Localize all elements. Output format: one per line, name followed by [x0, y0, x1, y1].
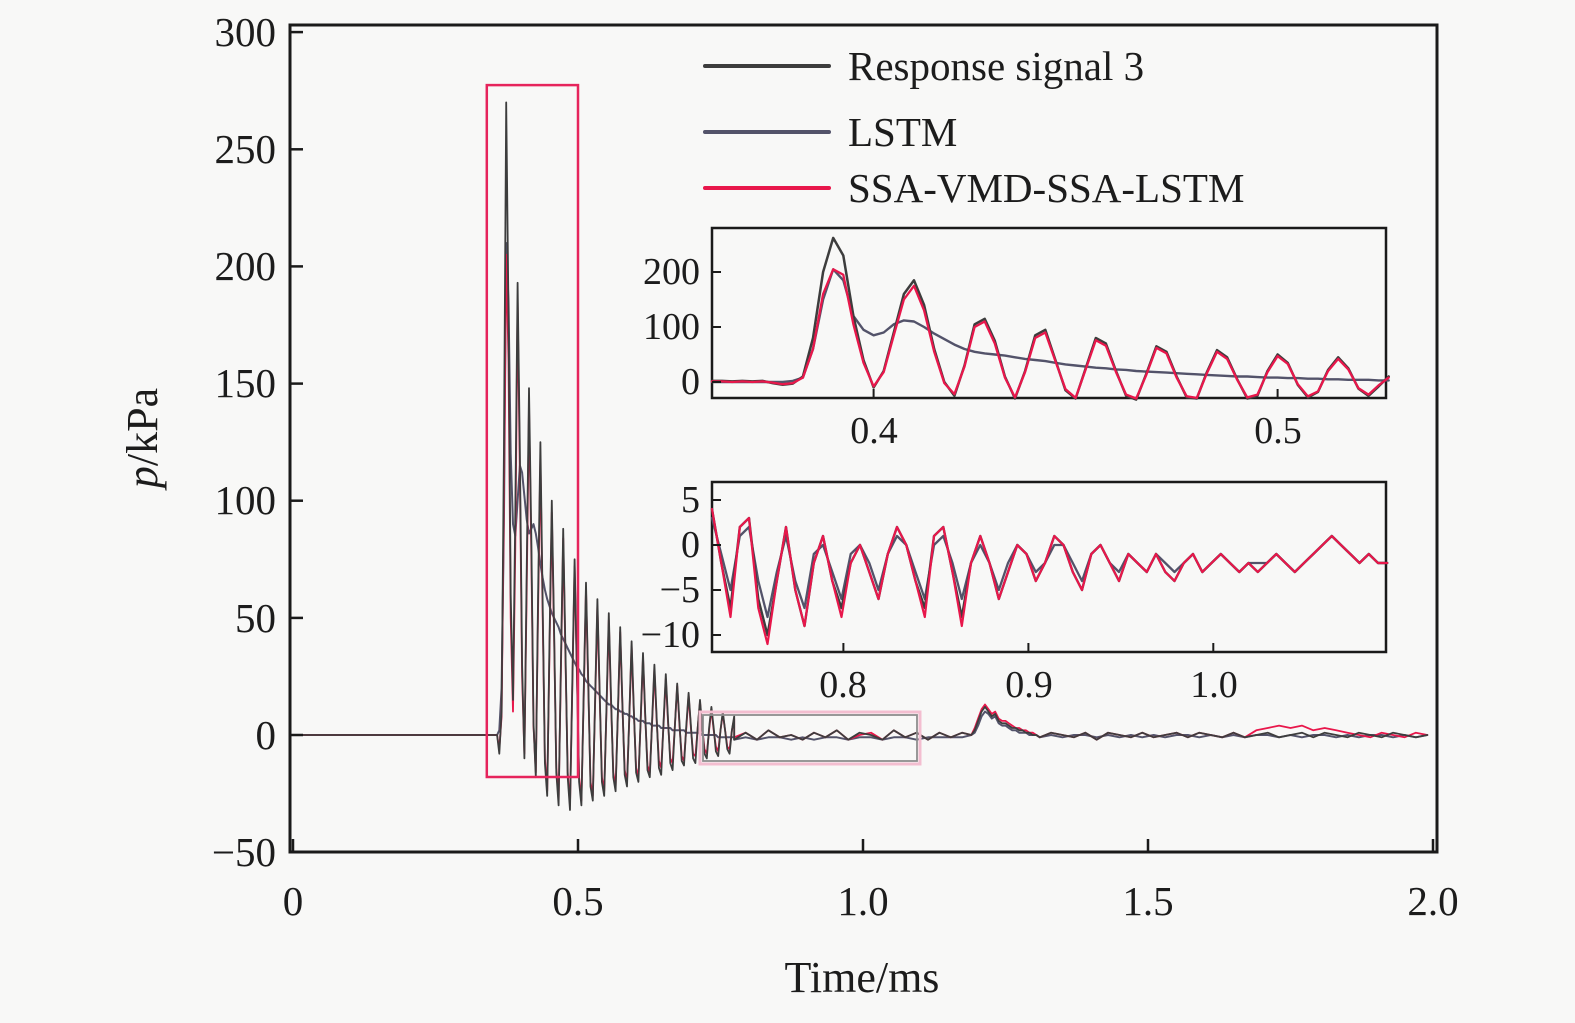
inset1-x-tick-label: 0.4 [850, 410, 898, 452]
y-axis-symbol: p [117, 466, 167, 489]
legend-label-response: Response signal 3 [848, 43, 1145, 89]
inset2-x-tick-label: 1.0 [1190, 664, 1238, 706]
main-series-group [292, 101, 1429, 811]
x-tick-label: 0 [282, 878, 304, 924]
y-tick-label: 100 [214, 477, 277, 523]
y-tick-label: 200 [214, 243, 277, 289]
series-lstm [710, 268, 1390, 384]
zoom-rect-quiet-region [698, 710, 922, 766]
x-tick-label: 2.0 [1407, 878, 1459, 924]
inset2-y-tick-label: 0 [681, 524, 700, 566]
legend-label-lstm: LSTM [848, 109, 958, 155]
y-tick-label: 150 [214, 360, 277, 406]
series-ssa [710, 507, 1389, 646]
y-tick-label: −50 [211, 829, 276, 875]
inset1-y-tick-label: 100 [643, 306, 700, 348]
y-axis-unit: /kPa [117, 387, 167, 467]
legend-line-response [703, 64, 831, 68]
inset1-ticks-group [712, 271, 1279, 398]
inset2-x-tick-label: 0.8 [819, 664, 867, 706]
inset1-series-group [710, 236, 1390, 401]
inset1-y-tick-label: 0 [681, 361, 700, 403]
inset2-series-group [710, 507, 1389, 646]
x-tick-label: 1.5 [1122, 878, 1174, 924]
y-axis-title: p/kPa [112, 328, 172, 548]
inset1-x-tick-label: 0.5 [1254, 410, 1302, 452]
zoom-rect-peak-region [485, 83, 580, 779]
series-ssa [710, 268, 1390, 400]
y-tick-label: 300 [214, 9, 277, 55]
inset2-y-tick-label: −10 [640, 614, 700, 656]
inset2-y-tick-label: −5 [659, 569, 700, 611]
inset2-x-tick-label: 0.9 [1005, 664, 1053, 706]
legend-label-ssa: SSA-VMD-SSA-LSTM [848, 165, 1245, 211]
y-tick-label: 0 [255, 712, 277, 758]
y-tick-label: 250 [214, 126, 277, 172]
y-tick-label: 50 [235, 595, 276, 641]
x-axis-title: Time/ms [784, 953, 940, 1002]
inset2-y-tick-label: 5 [681, 479, 700, 521]
inset2-ticks-group [712, 499, 1215, 652]
legend-line-lstm [703, 130, 831, 134]
main-ticks-group [290, 30, 1435, 854]
inset1-axes-box [710, 226, 1388, 400]
x-tick-label: 1.0 [837, 878, 889, 924]
series-response [292, 101, 1429, 811]
inset1-y-tick-label: 200 [643, 251, 700, 293]
zoom-rect-inner-quiet-region [702, 714, 918, 762]
x-tick-label: 0.5 [552, 878, 604, 924]
zoom-region-rects [485, 83, 922, 779]
inset2-axes-box [710, 480, 1388, 654]
legend-line-ssa [703, 186, 831, 190]
